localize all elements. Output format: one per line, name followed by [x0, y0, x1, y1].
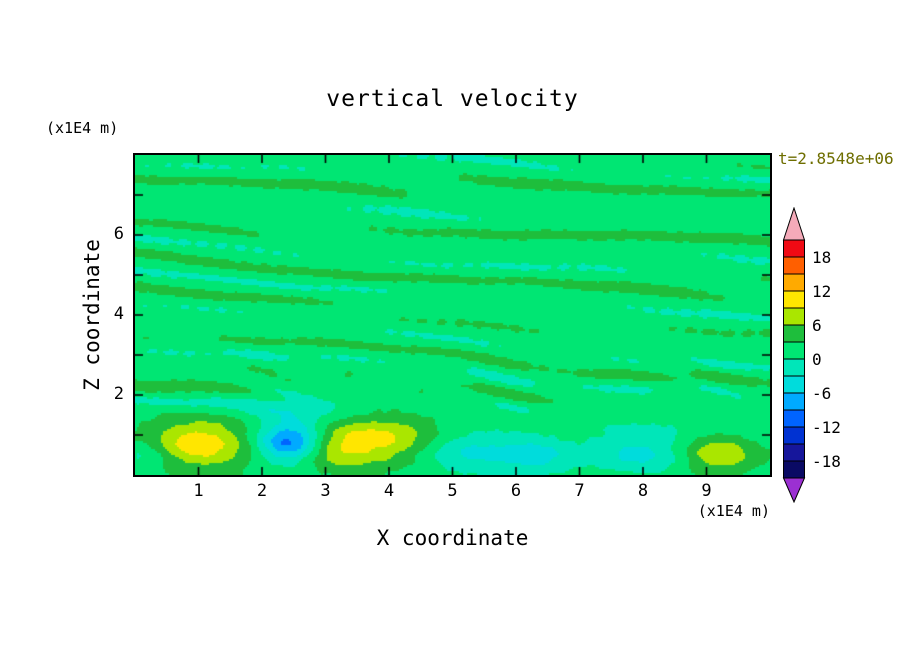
colorbar-cell [783, 375, 805, 394]
x-tick-label: 5 [447, 481, 458, 501]
z-axis-unit-label: (x1E4 m) [46, 119, 119, 137]
x-tick-label: 4 [383, 481, 395, 501]
plot-title: vertical velocity [326, 86, 579, 112]
x-axis-unit-label: (x1E4 m) [697, 502, 770, 520]
plot-frame [133, 153, 772, 477]
x-tick-label: 6 [510, 481, 522, 501]
x-tick-label: 3 [320, 481, 331, 501]
colorbar-under-arrow [782, 477, 806, 504]
colorbar [782, 206, 806, 504]
colorbar-cell [783, 256, 805, 275]
x-tick-label: 8 [637, 481, 649, 501]
x-axis-label: X coordinate [376, 526, 529, 550]
x-tick-label: 9 [701, 481, 712, 501]
colorbar-cell [783, 392, 805, 411]
colorbar-over-arrow [782, 206, 806, 241]
contour-field [135, 155, 770, 475]
x-tick-label: 1 [193, 481, 204, 501]
colorbar-tick-label: -12 [812, 418, 841, 437]
colorbar-svg [782, 206, 806, 504]
colorbar-cell [783, 443, 805, 462]
colorbar-cell [783, 358, 805, 377]
colorbar-tick-label: -6 [812, 384, 832, 403]
colorbar-tick-label: 12 [812, 282, 832, 301]
colorbar-cell [783, 239, 805, 258]
colorbar-cell [783, 341, 805, 360]
z-tick-label: 4 [113, 304, 124, 324]
colorbar-cell [783, 307, 805, 326]
z-tick-label: 2 [113, 384, 124, 404]
colorbar-cell [783, 460, 805, 479]
x-tick-label: 2 [256, 481, 268, 501]
colorbar-tick-label: -18 [812, 452, 841, 471]
colorbar-cell [783, 273, 805, 292]
colorbar-tick-label: 0 [812, 350, 822, 369]
colorbar-tick-label: 6 [812, 316, 822, 335]
x-tick-label: 7 [574, 481, 585, 501]
z-tick-label: 6 [113, 224, 124, 244]
colorbar-cell [783, 290, 805, 309]
colorbar-cell [783, 409, 805, 428]
colorbar-cell [783, 426, 805, 445]
timestamp-label: t=2.8548e+06 [778, 149, 894, 168]
colorbar-cell [783, 324, 805, 343]
colorbar-tick-label: 18 [812, 248, 832, 267]
